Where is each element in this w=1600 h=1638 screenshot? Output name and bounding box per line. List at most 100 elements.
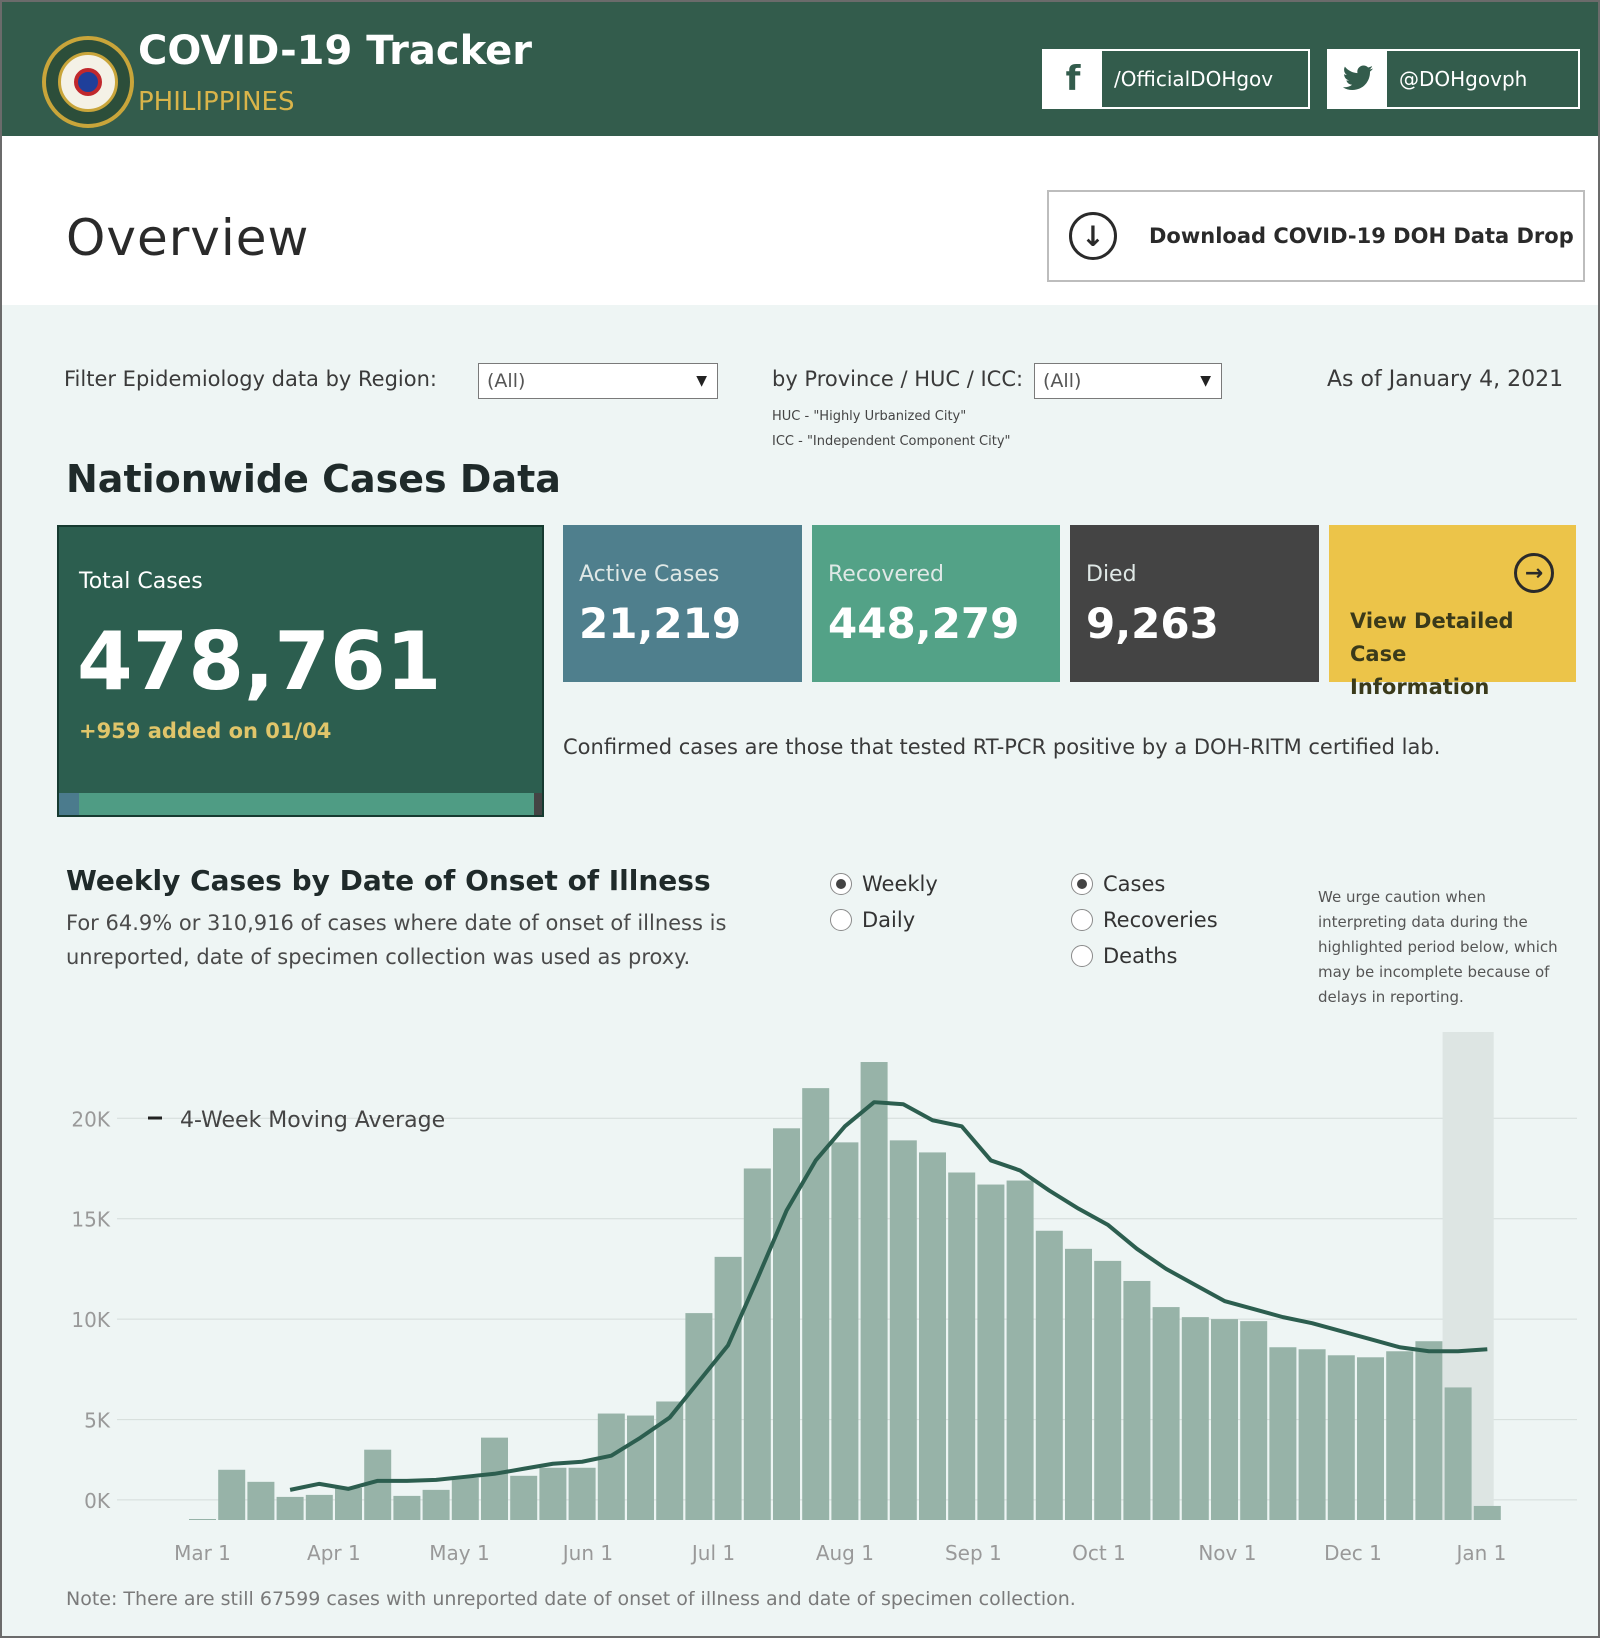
total-cases-value: 478,761 <box>77 615 442 708</box>
x-tick-label: Dec 1 <box>1324 1541 1382 1565</box>
y-tick-label: 10K <box>71 1308 110 1332</box>
radio-button-selected <box>830 873 852 895</box>
bar-week <box>831 1142 859 1520</box>
x-tick-label: May 1 <box>429 1541 489 1565</box>
total-cases-card: Total Cases 478,761 +959 added on 01/04 <box>57 525 544 817</box>
active-cases-label: Active Cases <box>579 562 720 587</box>
confirmed-cases-note: Confirmed cases are those that tested RT… <box>563 735 1441 759</box>
huc-note: HUC - "Highly Urbanized City" <box>772 409 967 424</box>
total-cases-breakdown-bar <box>59 793 542 815</box>
bar-week <box>539 1467 567 1520</box>
bar-week <box>1065 1248 1092 1520</box>
bar-week <box>218 1469 246 1520</box>
active-cases-value: 21,219 <box>579 599 742 648</box>
bar-week <box>1211 1319 1238 1520</box>
header-bar: COVID-19 Tracker PHILIPPINES f /Official… <box>2 2 1598 136</box>
radio-weekly[interactable]: Weekly <box>830 872 938 896</box>
recovered-value: 448,279 <box>828 599 1020 648</box>
died-value: 9,263 <box>1086 599 1219 648</box>
bar-week <box>1298 1349 1326 1520</box>
bar-week <box>919 1152 946 1520</box>
twitter-icon <box>1329 51 1387 107</box>
weekly-cases-chart: 0K 5K 10K 15K 20K Mar 1 Apr 1 May 1 Jun 1 Jul 1 A… <box>71 1032 1577 1565</box>
died-share-segment <box>534 793 542 815</box>
bar-week <box>656 1401 684 1520</box>
y-tick-label: 0K <box>84 1489 111 1513</box>
facebook-link[interactable]: f /OfficialDOHgov <box>1042 49 1310 109</box>
facebook-icon: f <box>1044 51 1102 107</box>
bar-week <box>481 1437 508 1520</box>
bar-week <box>685 1313 713 1520</box>
radio-button <box>1071 909 1093 931</box>
bar-week <box>977 1184 1005 1520</box>
bar-week <box>1357 1357 1384 1520</box>
bar-week <box>1327 1355 1355 1520</box>
x-tick-label: Mar 1 <box>174 1541 231 1565</box>
bar-week <box>714 1256 742 1520</box>
radio-recoveries-label: Recoveries <box>1103 908 1218 932</box>
bar-week <box>860 1062 888 1520</box>
bar-week <box>802 1088 830 1520</box>
app-subtitle: PHILIPPINES <box>138 87 295 117</box>
bar-week <box>422 1489 450 1520</box>
y-tick-label: 15K <box>71 1208 110 1232</box>
bar-week <box>393 1495 421 1520</box>
recovered-card: Recovered 448,279 <box>812 525 1060 682</box>
radio-button <box>830 909 852 931</box>
weekly-chart-title: Weekly Cases by Date of Onset of Illness <box>66 864 711 897</box>
bar-week <box>743 1168 771 1520</box>
radio-cases[interactable]: Cases <box>1071 872 1165 896</box>
recovered-label: Recovered <box>828 562 945 587</box>
weekly-chart-description: For 64.9% or 310,916 of cases where date… <box>66 911 727 969</box>
nationwide-title: Nationwide Cases Data <box>66 457 561 501</box>
x-tick-label: Apr 1 <box>307 1541 361 1565</box>
caution-note: We urge caution when interpreting data d… <box>1318 888 1558 1006</box>
province-filter-select[interactable]: (All) ▼ <box>1034 363 1222 399</box>
moving-average-line <box>289 1100 1488 1492</box>
bar-week <box>1386 1351 1414 1520</box>
region-filter-label: Filter Epidemiology data by Region: <box>64 367 437 391</box>
bar-week <box>1123 1280 1151 1520</box>
view-detailed-case-label: View Detailed Case Information <box>1350 609 1514 699</box>
region-filter-select[interactable]: (All) ▼ <box>478 363 718 399</box>
arrow-right-circle-icon: → <box>1514 553 1554 593</box>
radio-deaths[interactable]: Deaths <box>1071 944 1177 968</box>
bar-week <box>1181 1317 1209 1520</box>
x-tick-label: Sep 1 <box>945 1541 1002 1565</box>
province-filter-label: by Province / HUC / ICC: <box>772 367 1024 391</box>
bar-week <box>1240 1321 1268 1520</box>
bar-week <box>1415 1341 1443 1520</box>
bar-week <box>189 1518 216 1520</box>
died-card: Died 9,263 <box>1070 525 1319 682</box>
icc-note: ICC - "Independent Component City" <box>772 434 1011 449</box>
active-share-segment <box>59 793 79 815</box>
x-tick-label: Jun 1 <box>561 1541 613 1565</box>
y-tick-label: 5K <box>84 1409 111 1433</box>
bar-week <box>335 1487 362 1520</box>
bar-week <box>1035 1230 1063 1520</box>
radio-recoveries[interactable]: Recoveries <box>1071 908 1218 932</box>
bar-week <box>247 1481 275 1520</box>
bar-week <box>1152 1307 1180 1520</box>
footnote: Note: There are still 67599 cases with u… <box>66 1588 1076 1610</box>
region-filter-value: (All) <box>487 370 526 392</box>
chevron-down-icon: ▼ <box>1200 373 1211 389</box>
radio-button-selected <box>1071 873 1093 895</box>
download-data-drop-button[interactable]: ↓ Download COVID-19 DOH Data Drop <box>1047 190 1585 282</box>
x-tick-label: Oct 1 <box>1072 1541 1126 1565</box>
radio-weekly-label: Weekly <box>862 872 938 896</box>
radio-daily[interactable]: Daily <box>830 908 915 932</box>
legend-moving-average: 4-Week Moving Average <box>180 1108 445 1133</box>
radio-daily-label: Daily <box>862 908 916 932</box>
province-filter-value: (All) <box>1043 370 1082 392</box>
bar-week <box>451 1477 479 1520</box>
twitter-link[interactable]: @DOHgovph <box>1327 49 1580 109</box>
x-tick-label: Aug 1 <box>816 1541 874 1565</box>
y-tick-label: 20K <box>71 1107 110 1131</box>
as-of-date: As of January 4, 2021 <box>1327 367 1564 392</box>
x-tick-label: Nov 1 <box>1198 1541 1256 1565</box>
bar-week <box>1006 1180 1034 1520</box>
facebook-label: /OfficialDOHgov <box>1114 67 1274 91</box>
view-detailed-case-button[interactable]: → View Detailed Case Information <box>1329 525 1576 699</box>
active-cases-card: Active Cases 21,219 <box>563 525 802 682</box>
